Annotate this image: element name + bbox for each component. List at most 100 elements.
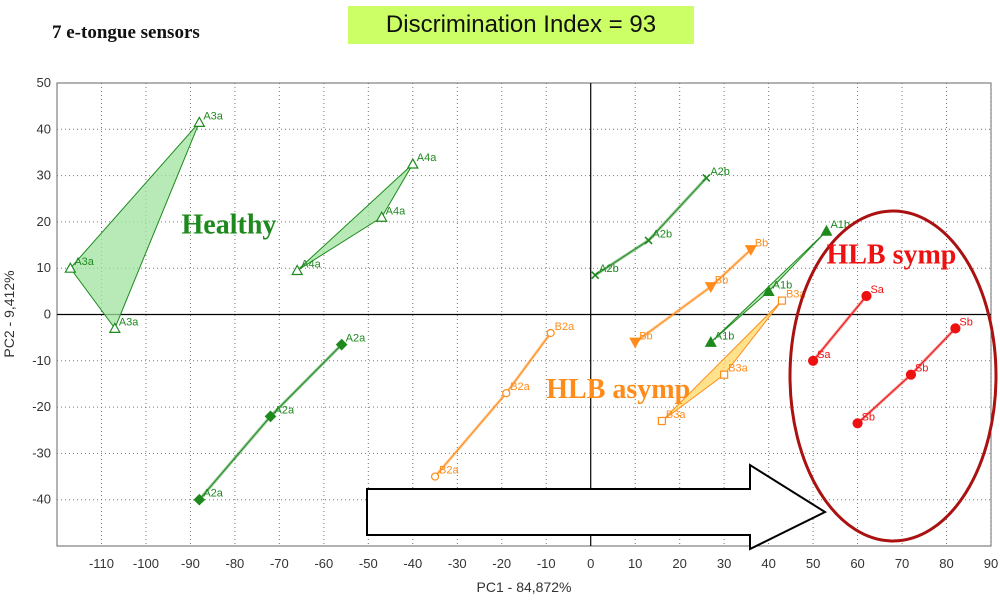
symp-line [812,295,867,362]
x-tick-label: -100 [133,556,159,571]
point-marker [905,369,917,380]
point-marker [193,116,206,127]
y-tick-label: 50 [37,75,51,90]
point-marker [430,472,440,481]
x-tick-label: 40 [761,556,775,571]
x-tick-label: -20 [492,556,511,571]
point-marker [852,418,863,429]
y-tick-label: 20 [37,214,51,229]
point-label: A2a [274,404,294,416]
point-label: A2b [710,166,730,178]
point-marker [64,261,77,273]
x-tick-label: -70 [270,556,289,571]
group-labels: Healthy HLB asymp HLB symp [182,209,957,404]
group-polygons [69,122,957,501]
point-label: A2a [346,333,366,345]
point-label: Sa [870,284,884,296]
healthy-polygon [69,122,200,330]
point-label: Bb [715,275,728,287]
point-marker [193,493,206,506]
point-label: B2a [510,381,530,393]
point-label: B3a [666,409,686,421]
point-marker [704,336,717,347]
point-label: B2a [555,321,575,333]
point-marker [291,264,304,276]
point-label: Bb [639,330,652,342]
x-tick-label: -40 [403,556,422,571]
point-label: A2a [203,488,223,500]
trend-arrow [366,463,828,551]
x-tick-label: 10 [628,556,642,571]
hlb-symp-ellipse [788,209,998,543]
point-label: A3a [74,256,94,268]
discrimination-index-badge: Discrimination Index = 93 [348,6,694,44]
point-marker [704,282,717,293]
point-marker [820,224,833,236]
point-marker [744,245,757,256]
x-tick-label: 0 [587,556,594,571]
group-label-hlb-asymp: HLB asymp [546,374,690,405]
x-tick-label: 20 [672,556,686,571]
point-marker [861,290,872,302]
data-points: A3a A3a A3a A4a A4a A4a A2a A2a A2a A2b A2b A2b A1b A… [64,110,973,506]
x-tick-label: -110 [89,556,114,571]
x-tick-label: 50 [806,556,820,571]
x-axis-title: PC1 - 84,872% [477,579,572,595]
x-tick-label: -60 [314,556,333,571]
x-tick-label: -30 [448,556,467,571]
point-marker [657,416,666,426]
point-label: A3a [203,110,223,122]
y-tick-label: 30 [37,168,51,183]
point-marker [777,296,787,305]
y-tick-label: 10 [37,260,51,275]
point-marker [264,410,277,423]
x-tick-label: 70 [895,556,909,571]
point-label: A2b [653,228,673,240]
point-marker [807,355,819,366]
point-label: A4a [417,152,437,164]
y-tick-label: -20 [32,399,51,414]
x-tick-label: 30 [717,556,731,571]
point-marker [720,370,729,379]
point-label: Sa [817,349,831,361]
x-tick-label: -10 [537,556,556,571]
x-tick-label: -80 [226,556,245,571]
point-marker [108,322,121,333]
point-label: Bb [755,238,768,250]
point-label: B2a [439,465,459,477]
point-marker [591,271,600,280]
point-marker [375,211,388,222]
point-marker [950,323,961,334]
y-tick-label: 40 [37,121,51,136]
point-label: Sb [915,363,928,375]
point-label: B3a [728,363,748,375]
point-label: A4a [301,259,321,271]
point-label: A3a [119,316,139,328]
tick-labels: -110 -100 -90 -80 -70 -60 -50 -40 -30 -20 -10 0 10 20… [32,75,998,571]
y-tick-label: -40 [32,492,51,507]
point-marker [546,328,555,338]
page-title: 7 e-tongue sensors [52,22,200,43]
point-marker [335,338,348,351]
point-marker [502,389,511,398]
point-label: Sb [862,411,875,423]
point-marker [644,236,653,245]
x-tick-label: -50 [359,556,378,571]
point-label: Sb [959,316,972,328]
point-label: A2b [599,263,619,275]
group-label-healthy: Healthy [182,209,277,240]
y-tick-label: -30 [32,445,51,460]
asymp-polygon [661,300,783,422]
point-marker [406,157,419,169]
healthy-polygon [296,163,414,271]
point-marker [629,337,642,349]
x-tick-label: 60 [850,556,864,571]
point-label: A1b [715,330,735,342]
point-marker [702,173,711,182]
x-tick-label: 90 [984,556,998,571]
x-tick-label: -90 [181,556,200,571]
y-axis-title: PC2 - 9,412% [1,270,17,357]
y-tick-label: 0 [44,307,51,322]
point-label: A1b [773,279,793,291]
